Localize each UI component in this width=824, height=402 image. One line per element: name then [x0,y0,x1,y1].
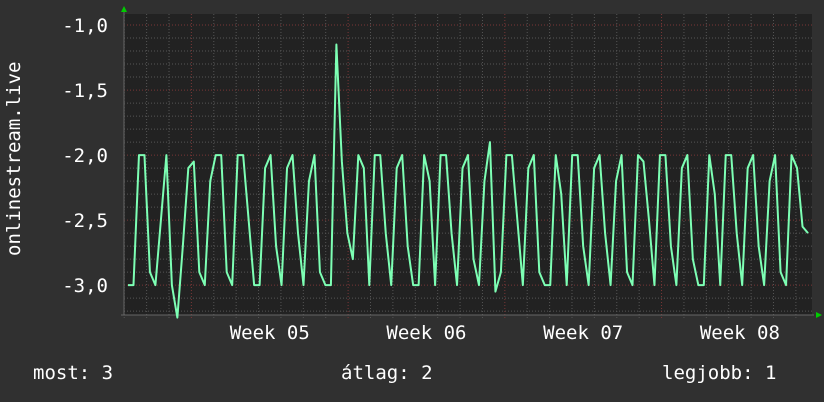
y-tick-label: -3,0 [62,275,108,297]
x-tick-label: Week 06 [386,322,466,344]
x-tick-label: Week 08 [700,322,780,344]
y-tick-label: -2,0 [62,145,108,167]
x-tick-label: Week 07 [543,322,623,344]
y-tick-label: -1,5 [62,80,108,102]
legend-max: legjobb: 1 [662,362,777,384]
y-tick-label: -2,5 [62,210,108,232]
y-axis-label: onlinestream.live [3,61,25,256]
y-tick-label: -1,0 [62,15,108,37]
x-tick-label: Week 05 [230,322,310,344]
legend-average: átlag: 2 [341,362,433,384]
x-axis-arrow-icon [816,312,822,318]
y-axis-arrow-icon [121,6,127,12]
legend-current: most: 3 [33,362,114,384]
